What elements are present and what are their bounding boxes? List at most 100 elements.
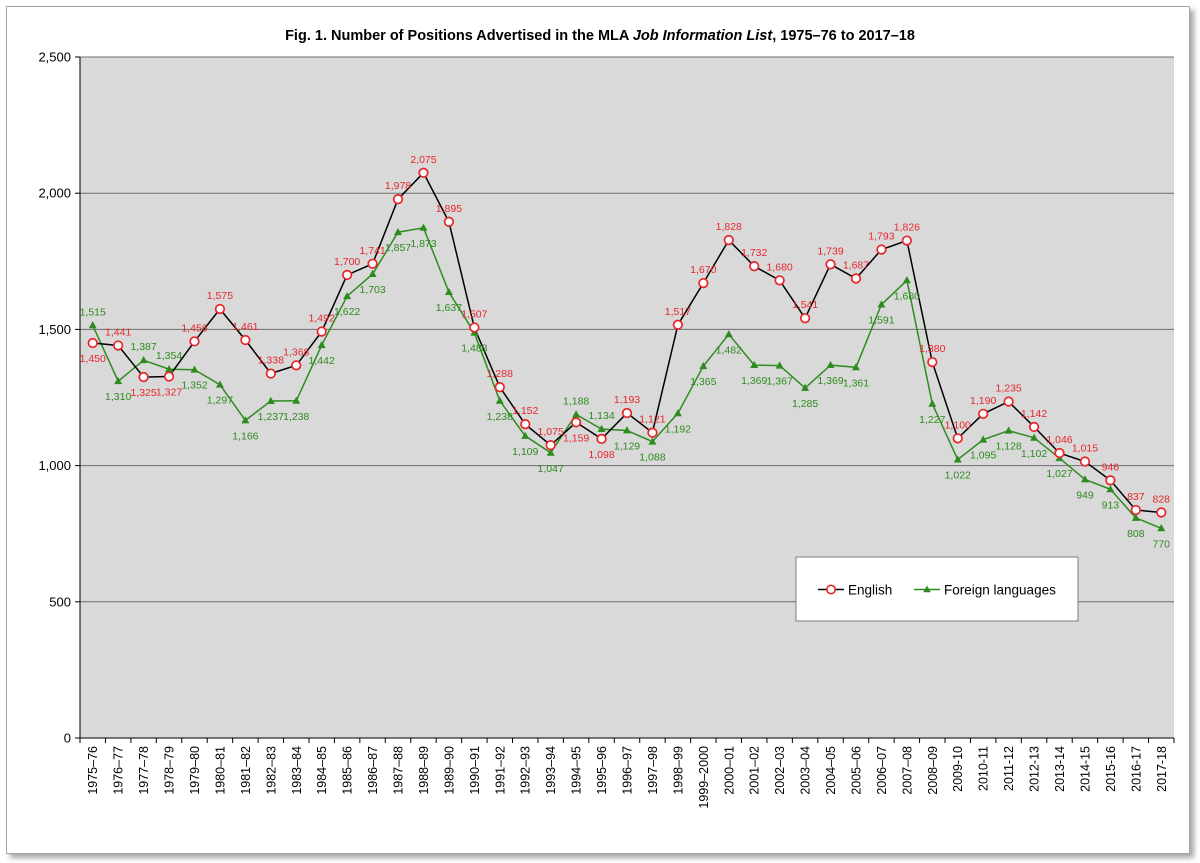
- english-point: [240, 334, 251, 346]
- english-data-label: 1,159: [563, 432, 589, 444]
- x-tick-label: 1997–98: [646, 746, 660, 795]
- english-data-label: 1,046: [1046, 434, 1072, 446]
- english-data-label: 1,507: [461, 308, 487, 320]
- foreign-languages-point: [88, 321, 97, 329]
- english-data-label: 1,456: [181, 322, 207, 334]
- english-point: [520, 419, 531, 430]
- english-data-label: 1,142: [1021, 408, 1047, 420]
- english-data-label: 1,575: [207, 290, 233, 302]
- x-tick-label: 1987–88: [392, 746, 406, 795]
- english-data-label: 946: [1102, 461, 1120, 473]
- english-data-label: 1,193: [614, 394, 640, 406]
- english-data-label: 1,450: [80, 353, 106, 365]
- x-tick-label: 1983–84: [290, 746, 304, 795]
- english-point: [189, 336, 200, 347]
- foreign-languages-data-label: 1,166: [232, 430, 258, 442]
- foreign-languages-point: [1030, 433, 1039, 441]
- english-data-label: 1,670: [690, 264, 716, 276]
- x-tick-label: 2009-10: [951, 746, 965, 792]
- chart-title-prefix: Fig. 1. Number of Positions Advertised i…: [285, 28, 633, 44]
- x-tick-label: 2002–03: [773, 746, 787, 795]
- english-point: [1054, 447, 1065, 459]
- english-data-label: 1,978: [385, 180, 411, 192]
- y-tick-label: 500: [49, 594, 71, 609]
- x-tick-label: 2007–08: [900, 746, 914, 795]
- foreign-languages-data-label: 1,095: [970, 450, 996, 462]
- english-data-label: 1,441: [105, 326, 131, 338]
- foreign-languages-point: [139, 355, 148, 364]
- english-point: [1079, 456, 1091, 467]
- english-data-label: 1,517: [665, 306, 691, 318]
- x-tick-label: 2000–01: [722, 746, 736, 795]
- english-data-label: 1,700: [334, 256, 360, 268]
- chart-title-italic: Job Information List: [633, 28, 774, 44]
- x-tick-label: 1993–94: [544, 746, 558, 795]
- english-point: [621, 407, 633, 419]
- foreign-languages-data-label: 1,102: [1021, 448, 1047, 460]
- y-tick-label: 0: [64, 731, 71, 746]
- english-data-label: 1,732: [741, 247, 767, 259]
- foreign-languages-data-label: 1,680: [894, 290, 920, 302]
- x-tick-label: 2001–02: [748, 746, 762, 795]
- x-tick-label: 2003–04: [799, 746, 813, 795]
- x-tick-label: 1992–93: [519, 746, 533, 795]
- english-data-label: 1,461: [232, 321, 258, 333]
- x-tick-label: 1995–96: [595, 746, 609, 795]
- foreign-languages-data-label: 1,369: [741, 375, 767, 387]
- foreign-languages-point: [775, 361, 784, 369]
- foreign-languages-point: [343, 291, 352, 300]
- english-point: [113, 340, 124, 351]
- x-tick-label: 2017-18: [1155, 746, 1169, 792]
- foreign-languages-data-label: 1,237: [258, 411, 284, 423]
- foreign-languages-point: [953, 455, 962, 463]
- x-tick-label: 1981–82: [239, 746, 253, 795]
- english-point: [570, 417, 582, 428]
- foreign-languages-data-label: 1,369: [817, 375, 843, 387]
- y-tick-label: 2,000: [38, 186, 71, 201]
- english-data-label: 828: [1153, 493, 1171, 505]
- foreign-languages-data-label: 1,297: [207, 395, 233, 407]
- english-point: [392, 194, 404, 205]
- foreign-languages-data-label: 1,387: [130, 341, 156, 353]
- english-data-label: 1,338: [258, 355, 284, 367]
- english-point: [774, 275, 785, 286]
- foreign-languages-data-label: 1,109: [512, 446, 538, 458]
- english-point: [825, 259, 836, 270]
- x-tick-label: 2006–07: [875, 746, 889, 795]
- axes: [79, 57, 1174, 739]
- english-point: [138, 371, 149, 383]
- legend-marker-english: [825, 584, 836, 595]
- english-point: [1156, 507, 1167, 518]
- english-data-label: 1,235: [995, 383, 1021, 395]
- foreign-languages-data-label: 1,238: [283, 411, 309, 423]
- foreign-languages-point: [928, 399, 937, 407]
- english-data-label: 1,541: [792, 299, 818, 311]
- foreign-languages-point: [546, 448, 555, 456]
- x-tick-label: 2016-17: [1129, 746, 1143, 792]
- y-tick-label: 2,500: [38, 50, 71, 65]
- english-point: [749, 261, 760, 272]
- foreign-languages-data-label: 1,238: [487, 411, 513, 423]
- x-tick-label: 2010-11: [977, 746, 991, 791]
- english-data-label: 1,793: [868, 231, 894, 243]
- foreign-languages-point: [826, 360, 835, 369]
- x-tick-label: 1989–90: [442, 746, 456, 795]
- english-data-label: 2,075: [410, 154, 436, 166]
- foreign-languages-data-label: 1,482: [716, 344, 742, 356]
- x-tick-label: 1982–83: [264, 746, 278, 795]
- foreign-languages-data-label: 1,088: [639, 452, 665, 464]
- english-data-label: 1,680: [767, 261, 793, 273]
- foreign-languages-data-label: 1,129: [614, 440, 640, 452]
- foreign-languages-data-label: 1,622: [334, 306, 360, 318]
- english-data-label: 1,687: [843, 259, 869, 271]
- english-data-label: 1,895: [436, 203, 462, 215]
- english-data-label: 1,368: [283, 346, 309, 358]
- foreign-languages-data-label: 808: [1127, 528, 1145, 540]
- foreign-languages-data-label: 1,637: [436, 302, 462, 314]
- foreign-languages-point: [241, 416, 250, 424]
- plot-area: [80, 57, 1174, 738]
- foreign-languages-data-label: 1,352: [181, 380, 207, 392]
- x-tick-label: 2014-15: [1078, 746, 1092, 792]
- foreign-languages-point: [1004, 426, 1013, 434]
- english-point: [87, 337, 98, 349]
